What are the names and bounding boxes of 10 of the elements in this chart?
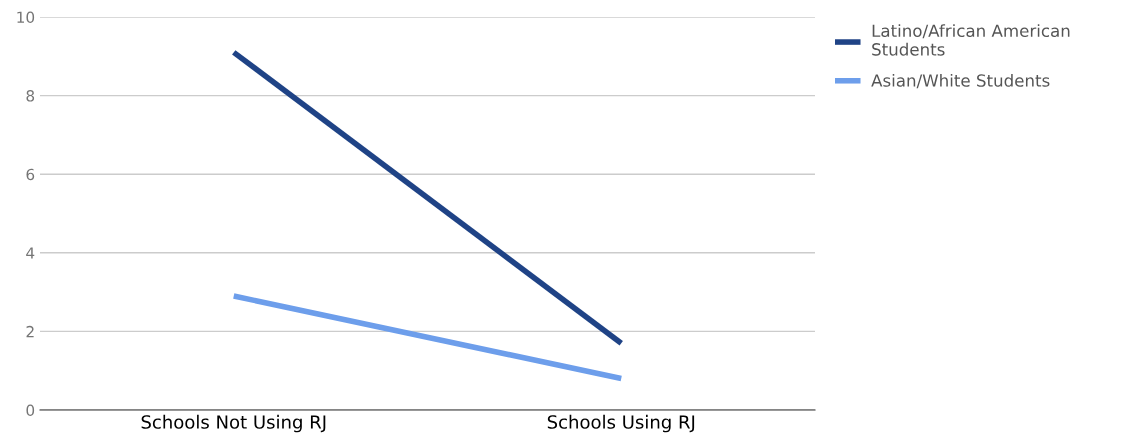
y-tick-label: 2 — [26, 325, 34, 338]
y-tick-label: 8 — [26, 90, 35, 102]
y-tick-label: 10 — [17, 11, 35, 24]
y-tick-label: 4 — [26, 247, 35, 259]
x-tick-label: Schools Not Using RJ — [141, 414, 326, 433]
x-tick-label: Schools Using RJ — [547, 414, 695, 433]
legend-label: Asian/White Students — [871, 73, 1050, 89]
y-tick-label: 0 — [26, 404, 35, 417]
y-tick-label: 6 — [26, 168, 35, 181]
legend-label: Latino/African American Students — [872, 24, 1070, 56]
